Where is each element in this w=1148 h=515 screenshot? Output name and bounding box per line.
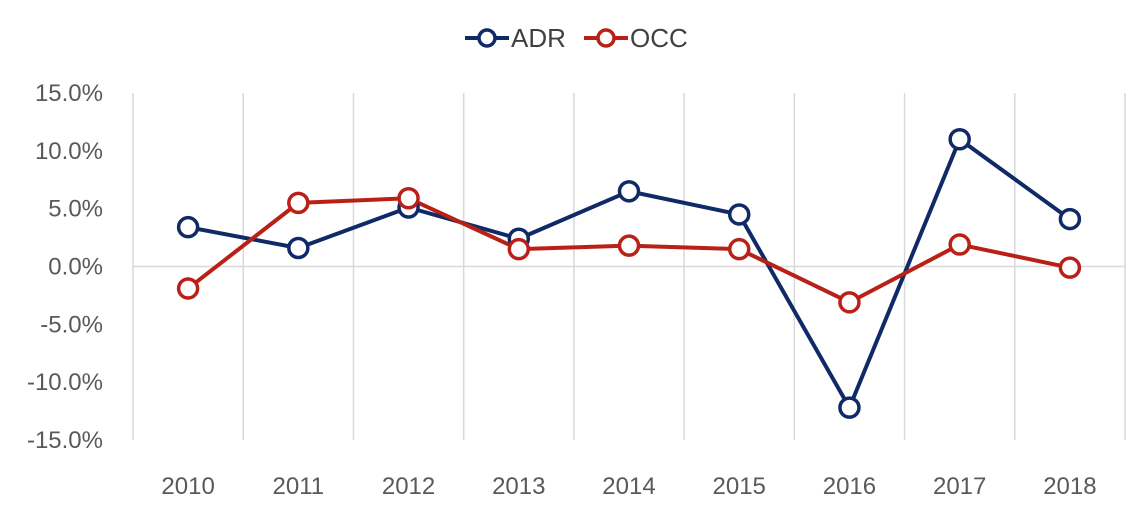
y-tick-label: -15.0% — [27, 427, 103, 454]
legend-label-occ: OCC — [630, 23, 688, 53]
y-axis: 15.0% 10.0% 5.0% 0.0% -5.0% -10.0% -15.0% — [27, 80, 103, 454]
y-tick-label: 5.0% — [48, 196, 103, 223]
x-tick-label: 2011 — [273, 473, 325, 500]
x-tick-label: 2014 — [602, 473, 655, 500]
data-point-adr — [176, 215, 200, 239]
x-tick-label: 2013 — [492, 473, 545, 500]
legend-label-adr: ADR — [511, 23, 566, 53]
data-point-adr — [838, 396, 861, 419]
data-point-occ — [1058, 256, 1082, 279]
x-axis: 2010 2011 2012 2013 2014 2015 2016 2017 2018 — [161, 473, 1096, 500]
data-point-adr — [948, 128, 971, 151]
y-tick-label: 15.0% — [35, 80, 103, 107]
series-layer — [176, 128, 1082, 419]
data-point-adr — [727, 203, 751, 226]
data-point-occ — [507, 237, 531, 261]
legend-item-occ: OCC — [584, 23, 688, 53]
legend-marker-occ — [596, 28, 616, 48]
x-tick-label: 2012 — [382, 473, 435, 500]
x-tick-label: 2017 — [933, 473, 986, 500]
data-point-occ — [176, 277, 200, 300]
y-tick-label: 0.0% — [48, 254, 103, 281]
y-tick-label: -5.0% — [40, 311, 103, 338]
data-point-occ — [838, 291, 861, 314]
x-tick-label: 2010 — [161, 473, 214, 500]
data-point-occ — [397, 187, 420, 210]
chart-gridlines — [132, 93, 1126, 440]
x-tick-label: 2016 — [823, 473, 876, 500]
legend-marker-adr — [477, 28, 497, 48]
y-tick-label: 10.0% — [35, 138, 103, 165]
data-point-occ — [727, 237, 751, 261]
data-point-occ — [287, 191, 310, 215]
legend-item-adr: ADR — [465, 23, 566, 53]
y-tick-label: -10.0% — [27, 369, 103, 396]
x-tick-label: 2018 — [1043, 473, 1096, 500]
data-point-adr — [1058, 207, 1082, 231]
data-point-occ — [617, 234, 641, 257]
data-point-occ — [948, 233, 971, 256]
data-point-adr — [617, 180, 641, 203]
x-tick-label: 2015 — [713, 473, 766, 500]
series-line-adr — [186, 137, 1072, 410]
chart-legend: ADR OCC — [465, 23, 688, 53]
data-point-adr — [287, 236, 310, 260]
